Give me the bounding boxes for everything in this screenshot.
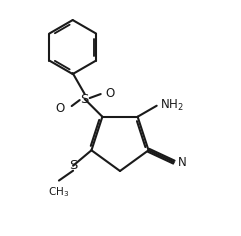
Text: CH$_3$: CH$_3$ [48,185,70,199]
Text: O: O [55,101,65,114]
Text: S: S [80,93,89,105]
Text: NH$_2$: NH$_2$ [160,98,183,113]
Text: S: S [69,159,77,172]
Text: N: N [178,156,187,169]
Text: O: O [106,87,115,100]
